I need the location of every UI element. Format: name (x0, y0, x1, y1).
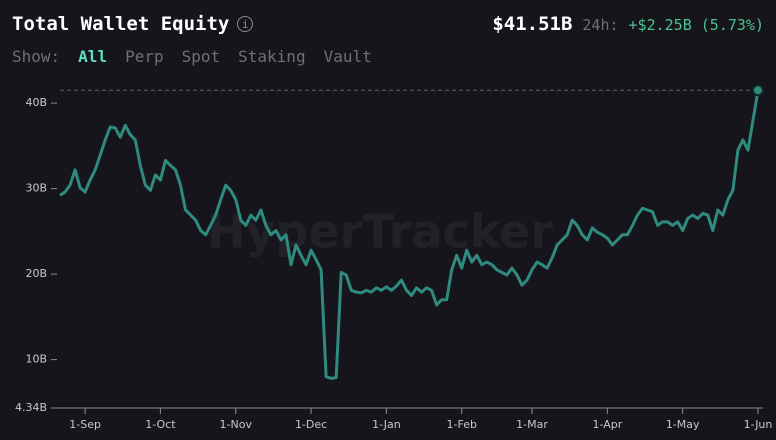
y-tick-label: 4.34B (15, 401, 47, 414)
filter-option[interactable]: Vault (323, 47, 372, 66)
x-tick-label: 1-Jan (372, 418, 401, 431)
x-tick-label: 1-Dec (295, 418, 327, 431)
x-tick-label: 1-Apr (592, 418, 622, 431)
header: Total Wallet Equity i $41.51B 24h: +$2.2… (12, 10, 764, 38)
filter-option[interactable]: Perp (125, 47, 164, 66)
info-icon[interactable]: i (237, 16, 254, 32)
filter-option[interactable]: All (78, 47, 108, 66)
filter-option[interactable]: Spot (181, 47, 221, 66)
y-tick-label: 30B (25, 182, 47, 195)
x-tick-label: 1-Mar (516, 418, 548, 431)
filter-label: Show: (12, 47, 61, 66)
x-tick-label: 1-Jun (744, 418, 773, 431)
x-tick-label: 1-Nov (220, 418, 253, 431)
title: Total Wallet Equity (12, 13, 230, 35)
current-point (752, 84, 764, 97)
change-label: 24h: (582, 16, 619, 34)
watermark: HyperTracker (207, 205, 553, 259)
y-tick-label: 20B (25, 267, 47, 280)
total-value: $41.51B (492, 13, 573, 35)
summary: $41.51B 24h: +$2.25B (5.73%) (492, 13, 764, 35)
x-tick-label: 1-Sep (69, 418, 101, 431)
equity-line (59, 89, 760, 380)
x-tick-label: 1-Oct (145, 418, 176, 431)
y-tick-label: 10B (25, 353, 47, 366)
x-tick-label: 1-May (666, 418, 700, 431)
x-tick-label: 1-Feb (447, 418, 477, 431)
y-tick-label: 40B (25, 96, 47, 109)
filter-option[interactable]: Staking (238, 47, 306, 66)
filters: Show: All Perp Spot Staking Vault (12, 47, 372, 66)
change-value: +$2.25B (5.73%) (628, 16, 764, 34)
